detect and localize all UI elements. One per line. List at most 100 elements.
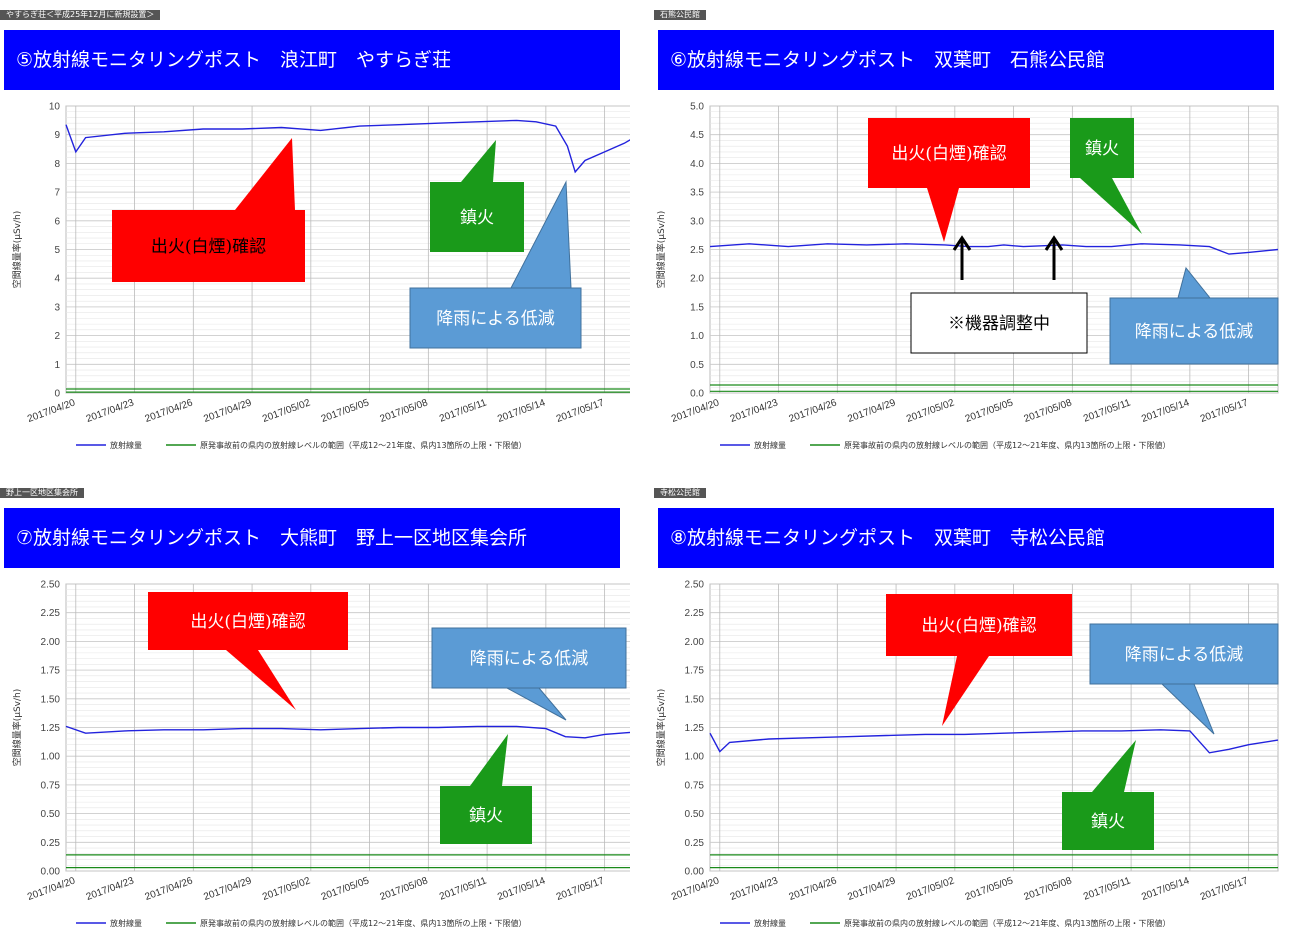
y-tick-label: 1.5: [690, 302, 704, 313]
callout: 降雨による低減: [431, 627, 627, 721]
y-tick-label: 1.00: [41, 752, 61, 763]
y-tick-label: 0.50: [685, 809, 705, 820]
x-tick-label: 2017/05/14: [496, 875, 547, 903]
x-tick-label: 2017/05/02: [905, 397, 956, 425]
callout-box: [1109, 297, 1279, 365]
x-tick-label: 2017/05/05: [320, 875, 371, 903]
callout-pointer: [1092, 740, 1136, 792]
y-tick-label: 5: [54, 245, 60, 256]
y-tick-label: 1.25: [41, 723, 61, 734]
x-tick-label: 2017/05/08: [379, 397, 430, 425]
y-tick-label: 2.25: [41, 608, 61, 619]
callout-pointer: [226, 650, 296, 710]
callout: 出火(白煙)確認: [112, 138, 305, 282]
callout-pointer: [235, 138, 295, 210]
callout-box: [409, 287, 582, 349]
y-tick-label: 8: [54, 159, 60, 170]
callout: 出火(白煙)確認: [868, 118, 1030, 242]
callout: ※機器調整中: [910, 292, 1088, 354]
callout-text: 鎮火: [469, 806, 503, 826]
chart-svg: 0 1 2 3 4 5 6 7 8 9 10 2017/04/20 2017/04/23 2017/04/…: [11, 102, 630, 450]
x-tick-label: 2017/05/02: [261, 397, 312, 425]
callout-box: [440, 786, 532, 844]
up-arrow: [1044, 235, 1064, 280]
x-tick-label: 2017/05/08: [379, 875, 430, 903]
x-tick-label: 2017/05/17: [1199, 875, 1250, 903]
callout-pointer: [942, 656, 989, 726]
x-tick-label: 2017/05/05: [964, 875, 1015, 903]
y-tick-label: 1: [54, 360, 60, 371]
callout-text: 出火(白煙)確認: [891, 144, 1006, 164]
callout-text: 出火(白煙)確認: [190, 612, 305, 632]
y-axis-label: 空間線量率(μSv/h): [655, 689, 667, 767]
x-tick-label: 2017/04/23: [729, 875, 780, 903]
y-tick-label: 6: [54, 216, 60, 227]
callout-box: [148, 592, 348, 650]
x-tick-label: 2017/04/29: [202, 397, 253, 425]
x-tick-label: 2017/05/08: [1023, 397, 1074, 425]
y-tick-label: 10: [49, 102, 61, 113]
panel-title: ⑧放射線モニタリングポスト 双葉町 寺松公民館: [658, 508, 1274, 568]
x-tick-label: 2017/04/20: [26, 875, 77, 903]
y-tick-label: 3: [54, 302, 60, 313]
callout-text: 鎮火: [460, 208, 494, 228]
x-tick-label: 2017/05/02: [905, 875, 956, 903]
callout-box: [886, 594, 1072, 656]
x-tick-label: 2017/04/26: [788, 875, 839, 903]
y-tick-label: 9: [54, 130, 60, 141]
y-tick-label: 4: [54, 274, 60, 285]
x-tick-label: 2017/05/08: [1023, 875, 1074, 903]
x-tick-label: 2017/04/26: [788, 397, 839, 425]
callout-text: 鎮火: [1085, 139, 1119, 159]
y-tick-label: 5.0: [690, 102, 704, 113]
y-tick-label: 1.50: [685, 694, 705, 705]
legend-label-radiation: 放射線量: [110, 440, 142, 450]
legend-label-radiation: 放射線量: [754, 440, 786, 450]
y-tick-label: 1.75: [41, 666, 61, 677]
chart-panel-nogami: 野上一区地区集会所 ⑦放射線モニタリングポスト 大熊町 野上一区地区集会所 0.…: [0, 488, 630, 938]
callout-box: [430, 182, 524, 252]
chart-panel-teramatsu: 寺松公民館 ⑧放射線モニタリングポスト 双葉町 寺松公民館 0.00 0.25 0.…: [654, 488, 1284, 938]
y-tick-label: 0.00: [685, 867, 705, 878]
panel-title: ⑤放射線モニタリングポスト 浪江町 やすらぎ荘: [4, 30, 620, 90]
y-tick-label: 3.0: [690, 216, 704, 227]
y-tick-label: 0.25: [41, 838, 61, 849]
x-tick-label: 2017/04/23: [85, 875, 136, 903]
x-tick-label: 2017/05/11: [1082, 875, 1133, 902]
y-tick-label: 0.25: [685, 838, 705, 849]
y-tick-label: 2.00: [685, 637, 705, 648]
panel-tag: やすらぎ荘＜平成25年12月に新規設置＞: [0, 10, 161, 20]
callout-text: 降雨による低減: [470, 649, 589, 669]
legend-label-radiation: 放射線量: [110, 918, 142, 928]
x-tick-label: 2017/05/17: [555, 875, 606, 903]
x-tick-label: 2017/04/23: [729, 397, 780, 425]
callout: 出火(白煙)確認: [148, 592, 348, 710]
radiation-series-line: [65, 725, 630, 739]
y-tick-label: 0.00: [41, 867, 61, 878]
y-tick-label: 7: [54, 188, 60, 199]
y-tick-label: 2.5: [690, 245, 704, 256]
x-tick-label: 2017/04/20: [26, 397, 77, 425]
panel-title: ⑥放射線モニタリングポスト 双葉町 石熊公民館: [658, 30, 1274, 90]
x-tick-label: 2017/04/29: [202, 875, 253, 903]
callout-box: [1062, 792, 1154, 850]
y-axis-label: 空間線量率(μSv/h): [655, 211, 667, 289]
x-tick-label: 2017/05/11: [438, 397, 489, 424]
callout: 降雨による低減: [1109, 266, 1279, 365]
callout: 鎮火: [1070, 118, 1142, 234]
callout-box: [868, 118, 1030, 188]
y-tick-label: 3.5: [690, 188, 704, 199]
y-tick-label: 0: [54, 389, 60, 400]
x-tick-label: 2017/05/17: [555, 397, 606, 425]
callout-text: ※機器調整中: [948, 314, 1050, 334]
callout: 出火(白煙)確認: [886, 594, 1072, 726]
legend-label-baseline: 原発事故前の県内の放射線レベルの範囲（平成12～21年度、県内13箇所の上限・下…: [844, 440, 1171, 450]
callout-text: 鎮火: [1091, 812, 1125, 832]
y-tick-label: 0.0: [690, 389, 704, 400]
x-tick-label: 2017/05/14: [1140, 397, 1191, 425]
chart-panel-yasuragiso: やすらぎ荘＜平成25年12月に新規設置＞ ⑤放射線モニタリングポスト 浪江町 や…: [0, 10, 630, 460]
callout-text: 降雨による低減: [1135, 322, 1254, 342]
y-axis-label: 空間線量率(μSv/h): [11, 211, 23, 289]
x-tick-label: 2017/05/11: [1082, 397, 1133, 424]
chart-svg: 0.00 0.25 0.50 0.75 1.00 1.25 1.50 1.75 2.00 2.25…: [655, 580, 1279, 928]
